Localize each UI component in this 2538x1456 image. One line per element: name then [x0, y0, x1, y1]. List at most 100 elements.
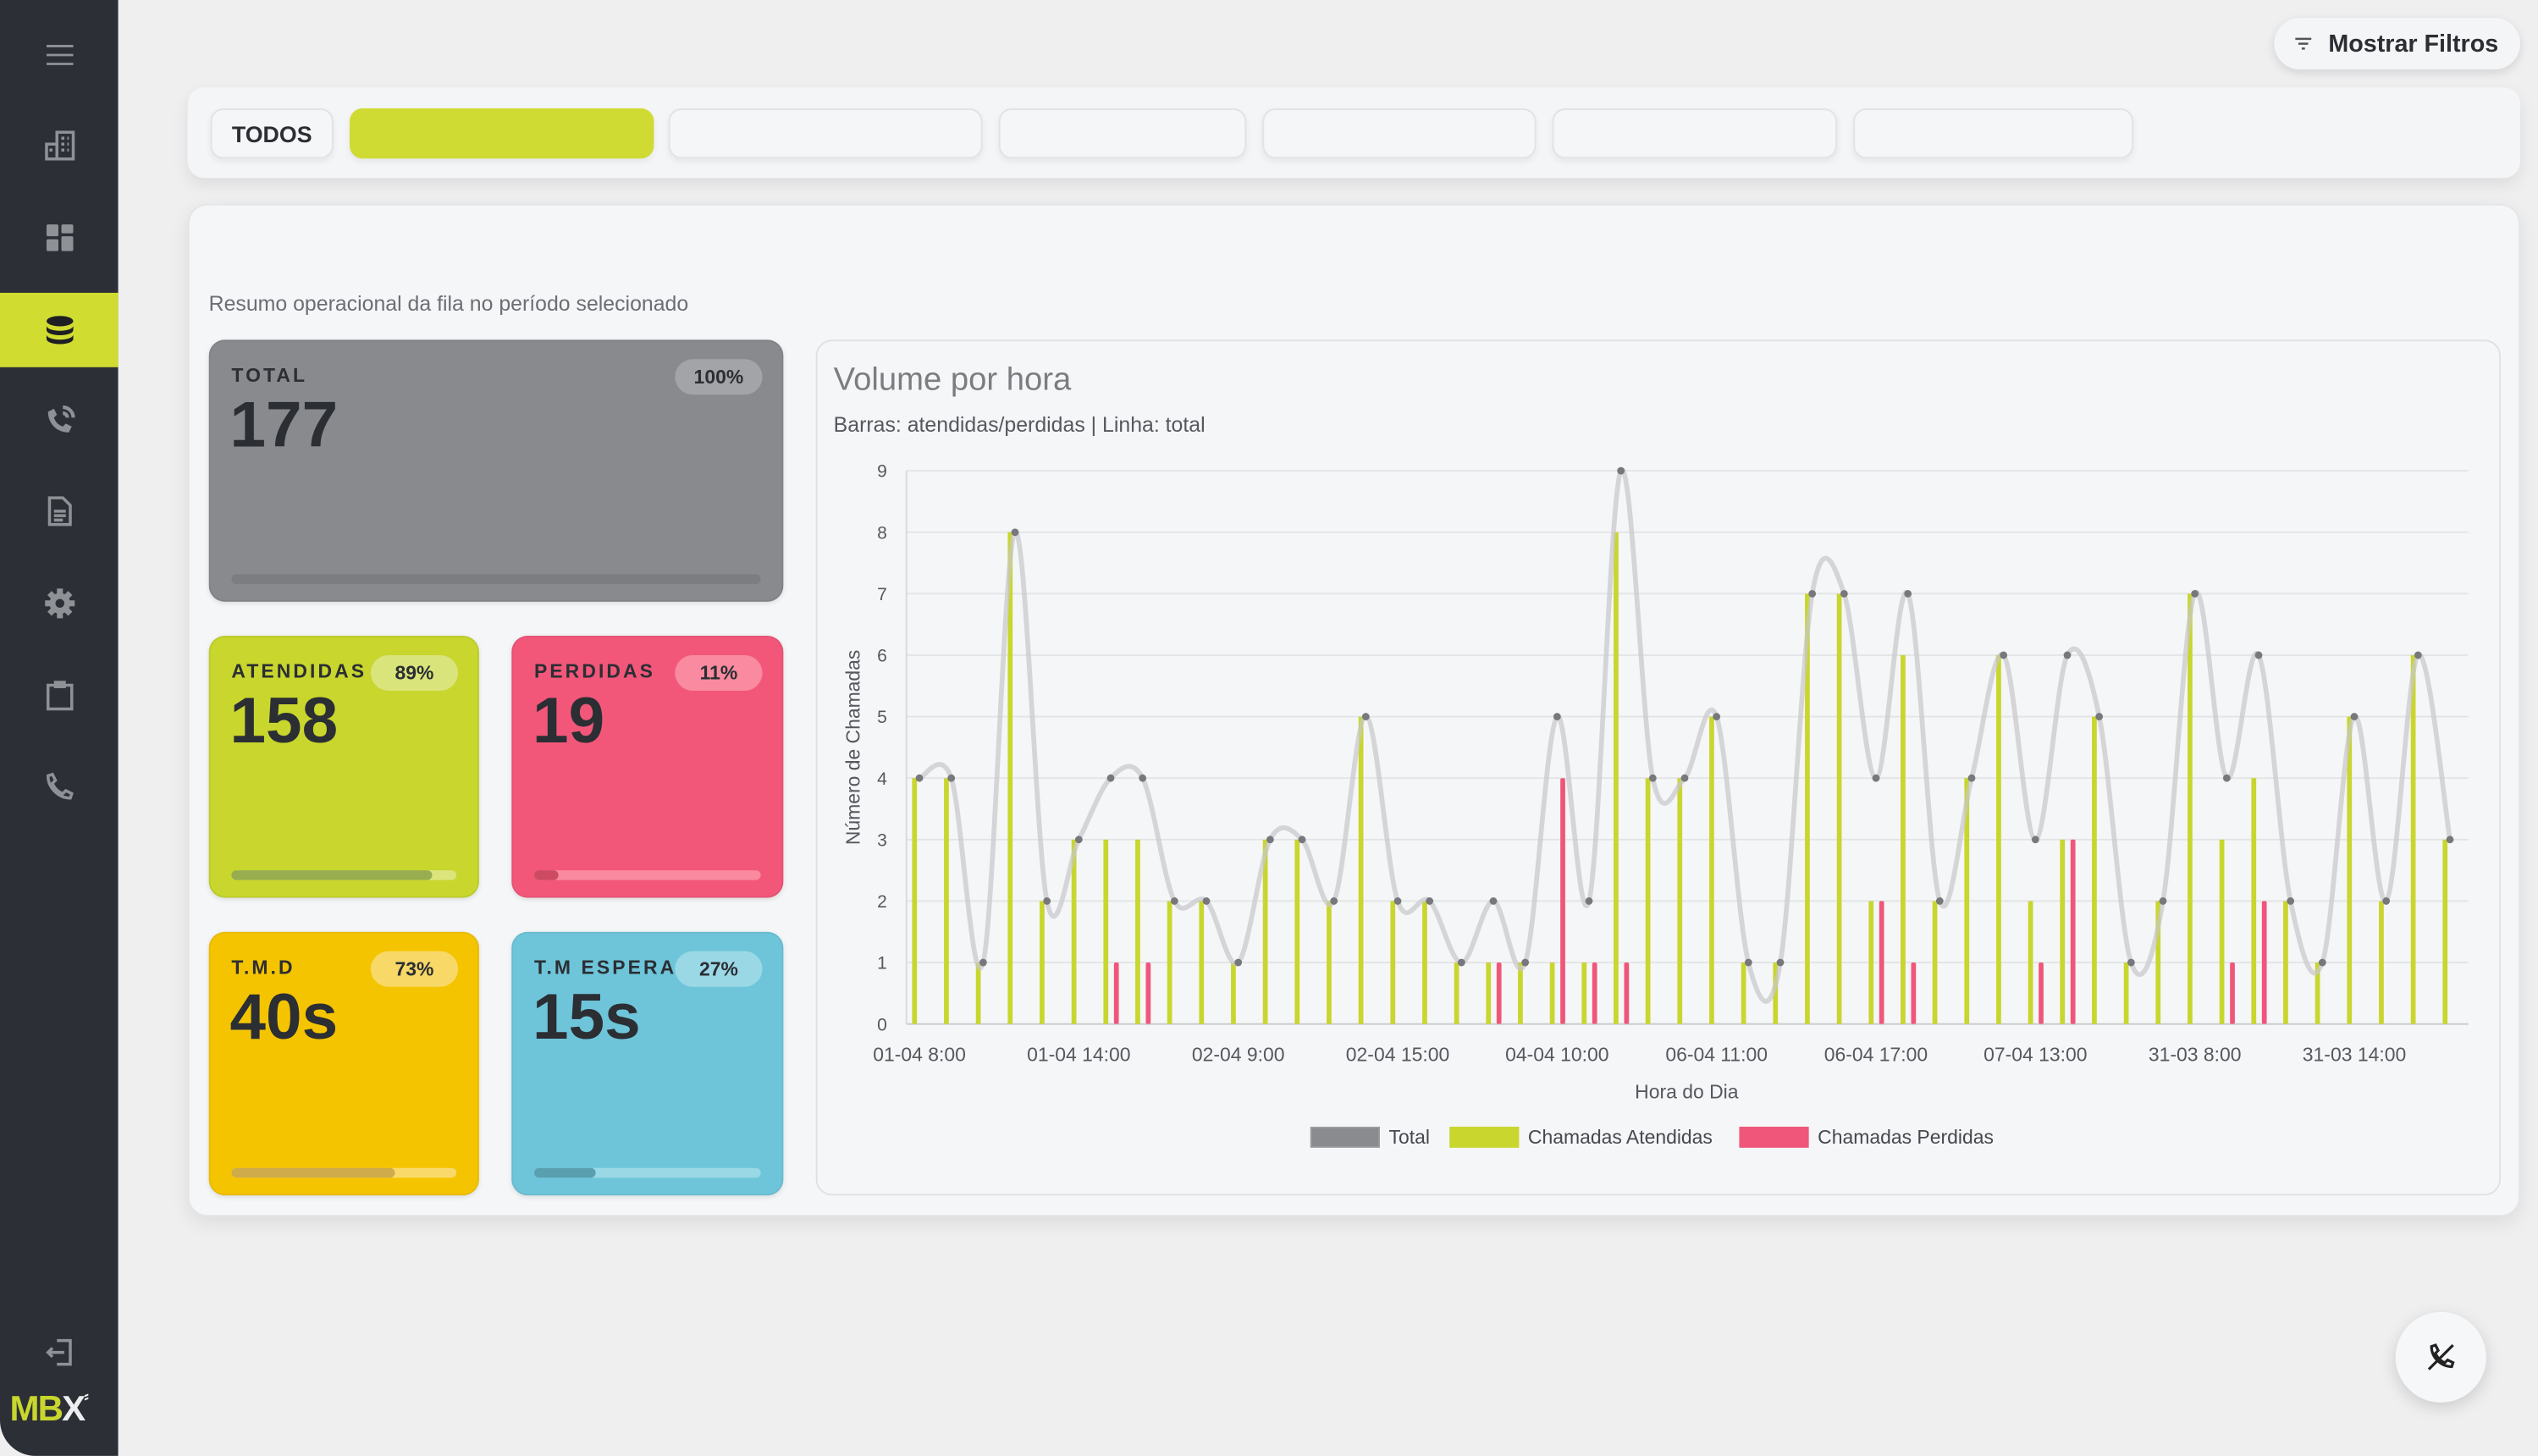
sidebar-item-settings[interactable] — [0, 566, 119, 641]
bar-atendidas — [1486, 962, 1492, 1024]
chart-panel — [815, 339, 2502, 1196]
bar-atendidas — [1868, 901, 1874, 1024]
total-point — [2031, 836, 2039, 844]
bar-atendidas — [2347, 716, 2353, 1024]
x-tick-label: 31-03 14:00 — [2303, 1044, 2406, 1066]
sidebar-item-clipboard[interactable] — [0, 659, 119, 733]
kpi-perdidas: PERDIDAS 19 11% — [511, 636, 784, 898]
bar-perdidas — [1496, 962, 1502, 1024]
kpi-total: TOTAL 177 100% — [208, 339, 784, 602]
sidebar: MBX⸗ — [0, 0, 119, 1456]
kpi-progress — [231, 870, 457, 880]
bar-atendidas — [1294, 839, 1300, 1024]
bar-atendidas — [944, 778, 949, 1024]
total-point — [1106, 774, 1115, 782]
sidebar-item-dashboard[interactable] — [0, 201, 119, 275]
kpi-label: PERDIDAS — [533, 659, 656, 683]
total-point — [1713, 713, 1721, 720]
kpi-percent-badge: 27% — [675, 951, 763, 987]
y-tick-label: 2 — [877, 892, 887, 912]
x-tick-label: 01-04 14:00 — [1027, 1044, 1130, 1066]
legend-label: Chamadas Atendidas — [1528, 1126, 1713, 1148]
bar-atendidas — [1103, 839, 1109, 1024]
x-tick-label: 01-04 8:00 — [873, 1044, 966, 1066]
bar-atendidas — [1007, 532, 1013, 1024]
kpi-label: T.M.D — [231, 956, 295, 979]
sidebar-item-phone[interactable] — [0, 749, 119, 824]
y-tick-label: 4 — [877, 769, 887, 789]
bar-atendidas — [1518, 962, 1523, 1024]
queue-tabs-bar: TODOS — [187, 87, 2520, 179]
legend-swatch — [1449, 1127, 1520, 1148]
chart-title: Volume por hora — [833, 362, 1072, 399]
total-point — [1617, 466, 1625, 475]
total-point — [1744, 958, 1752, 967]
tab-queue[interactable] — [1262, 108, 1537, 159]
y-axis-label: Número de Chamadas — [841, 650, 863, 846]
tab-queue[interactable] — [998, 108, 1247, 159]
x-tick-label: 06-04 17:00 — [1824, 1044, 1928, 1066]
total-point — [2063, 651, 2072, 659]
document-icon — [47, 496, 71, 527]
total-point — [2191, 589, 2199, 598]
phone-off-icon — [2427, 1343, 2455, 1371]
bar-atendidas — [1135, 839, 1140, 1024]
bar-atendidas — [1358, 716, 1364, 1024]
bar-atendidas — [2283, 901, 2288, 1024]
total-point — [1330, 897, 1338, 905]
total-point — [1457, 958, 1465, 967]
bar-atendidas — [1581, 962, 1587, 1024]
sidebar-item-reports[interactable] — [0, 474, 119, 549]
sidebar-item-calls[interactable] — [0, 383, 119, 458]
sidebar-item-queues[interactable] — [0, 292, 119, 367]
x-axis-label: Hora do Dia — [1635, 1081, 1739, 1103]
x-tick-label: 02-04 9:00 — [1192, 1044, 1285, 1066]
logout-icon — [45, 1338, 71, 1366]
bar-atendidas — [1901, 654, 1906, 1024]
hangup-button[interactable] — [2395, 1311, 2486, 1403]
bar-atendidas — [2219, 839, 2225, 1024]
bar-atendidas — [1167, 901, 1172, 1024]
total-point — [1234, 958, 1243, 967]
y-tick-label: 1 — [877, 954, 887, 973]
bar-atendidas — [1741, 962, 1746, 1024]
building-icon — [44, 130, 74, 161]
bar-atendidas — [2188, 593, 2193, 1024]
total-point — [915, 774, 924, 782]
y-tick-label: 8 — [877, 523, 887, 543]
x-tick-label: 04-04 10:00 — [1505, 1044, 1608, 1066]
tab-queue-selected[interactable] — [349, 108, 654, 159]
menu-button[interactable] — [0, 18, 119, 92]
bar-atendidas — [2060, 839, 2066, 1024]
show-filters-button[interactable]: Mostrar Filtros — [2274, 18, 2520, 70]
kpi-tmd: T.M.D 40s 73% — [208, 931, 479, 1196]
total-line — [918, 467, 2452, 1004]
bar-atendidas — [1390, 901, 1396, 1024]
bar-atendidas — [1199, 901, 1205, 1024]
bar-atendidas — [1422, 901, 1427, 1024]
phone-icon — [46, 772, 73, 800]
total-point — [1808, 589, 1817, 598]
total-point — [1266, 836, 1274, 844]
bar-atendidas — [1932, 901, 1938, 1024]
x-tick-label: 06-04 11:00 — [1665, 1044, 1768, 1066]
y-tick-label: 9 — [877, 462, 887, 482]
tab-queue[interactable] — [1552, 108, 1838, 159]
y-tick-label: 0 — [877, 1015, 887, 1034]
legend-label: Total — [1388, 1126, 1429, 1148]
logout-button[interactable] — [0, 1315, 119, 1390]
bar-atendidas — [1614, 532, 1619, 1024]
tab-todos[interactable]: TODOS — [210, 108, 334, 159]
kpi-label: T.M ESPERA — [533, 956, 677, 979]
tab-queue[interactable] — [1853, 108, 2134, 159]
bar-atendidas — [1040, 901, 1045, 1024]
sidebar-item-companies[interactable] — [0, 108, 119, 183]
bar-atendidas — [2379, 901, 2384, 1024]
total-point — [2000, 651, 2008, 659]
kpi-label: ATENDIDAS — [231, 659, 367, 683]
bar-atendidas — [2410, 654, 2416, 1024]
tab-queue[interactable] — [668, 108, 983, 159]
summary-subtitle: Resumo operacional da fila no período se… — [208, 290, 689, 316]
